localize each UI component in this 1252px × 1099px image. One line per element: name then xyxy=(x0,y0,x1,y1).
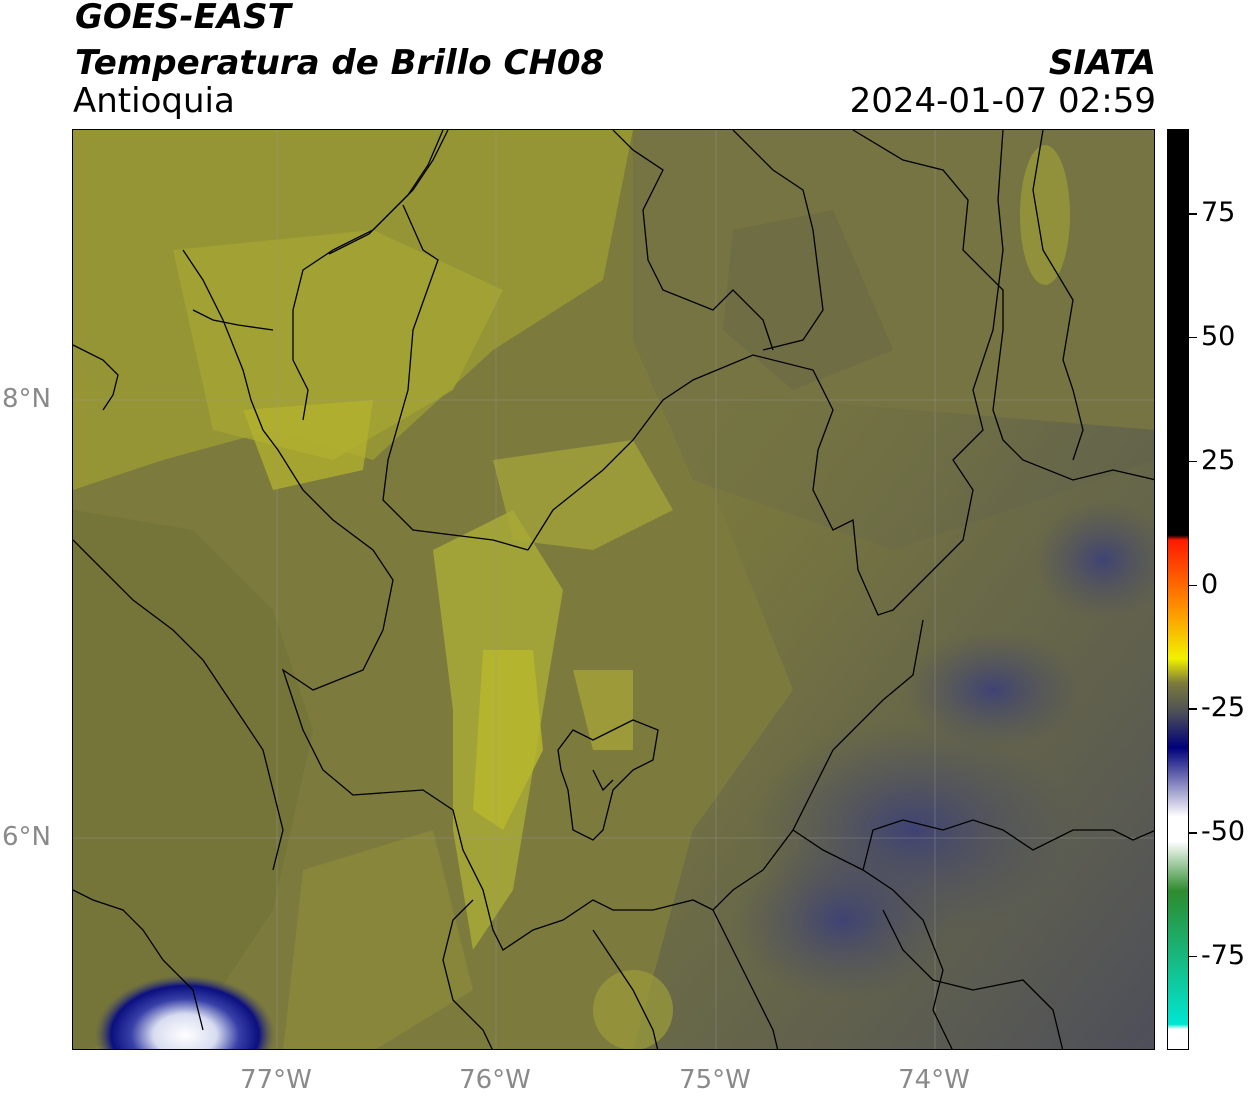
colorbar-tick xyxy=(1189,708,1197,710)
brightness-temperature-map xyxy=(73,130,1154,1049)
lon-label-75w: 75°W xyxy=(679,1065,751,1095)
colorbar-tick xyxy=(1189,213,1197,215)
colorbar-tick xyxy=(1189,832,1197,834)
lon-label-74w: 74°W xyxy=(898,1065,970,1095)
colorbar-tick-label: 75 xyxy=(1201,197,1236,229)
colorbar-tick xyxy=(1189,460,1197,463)
colorbar-tick-label: -50 xyxy=(1201,816,1246,848)
colorbar-tick-label: -25 xyxy=(1201,692,1246,724)
map-panel[interactable] xyxy=(72,129,1155,1050)
lat-label-8n: 8°N xyxy=(2,384,51,414)
colorbar-tick-label: 50 xyxy=(1201,320,1236,352)
satellite-title: GOES-EAST xyxy=(75,0,291,37)
lat-label-6n: 6°N xyxy=(2,822,51,852)
region-label: Antioquia xyxy=(73,81,235,121)
agency-label: SIATA xyxy=(1048,43,1156,83)
colorbar-tick-label: -75 xyxy=(1201,939,1246,971)
timestamp-label: 2024-01-07 02:59 xyxy=(849,81,1156,121)
colorbar-tick-label: 0 xyxy=(1201,568,1219,600)
product-title: Temperatura de Brillo CH08 xyxy=(75,43,605,83)
temperature-colorbar xyxy=(1167,129,1189,1050)
colorbar-tick xyxy=(1189,336,1197,339)
colorbar-tick-label: 25 xyxy=(1201,444,1236,476)
colorbar-tick xyxy=(1189,584,1197,587)
lon-label-77w: 77°W xyxy=(240,1065,312,1095)
colorbar-tick xyxy=(1189,955,1197,958)
lon-label-76w: 76°W xyxy=(459,1065,531,1095)
